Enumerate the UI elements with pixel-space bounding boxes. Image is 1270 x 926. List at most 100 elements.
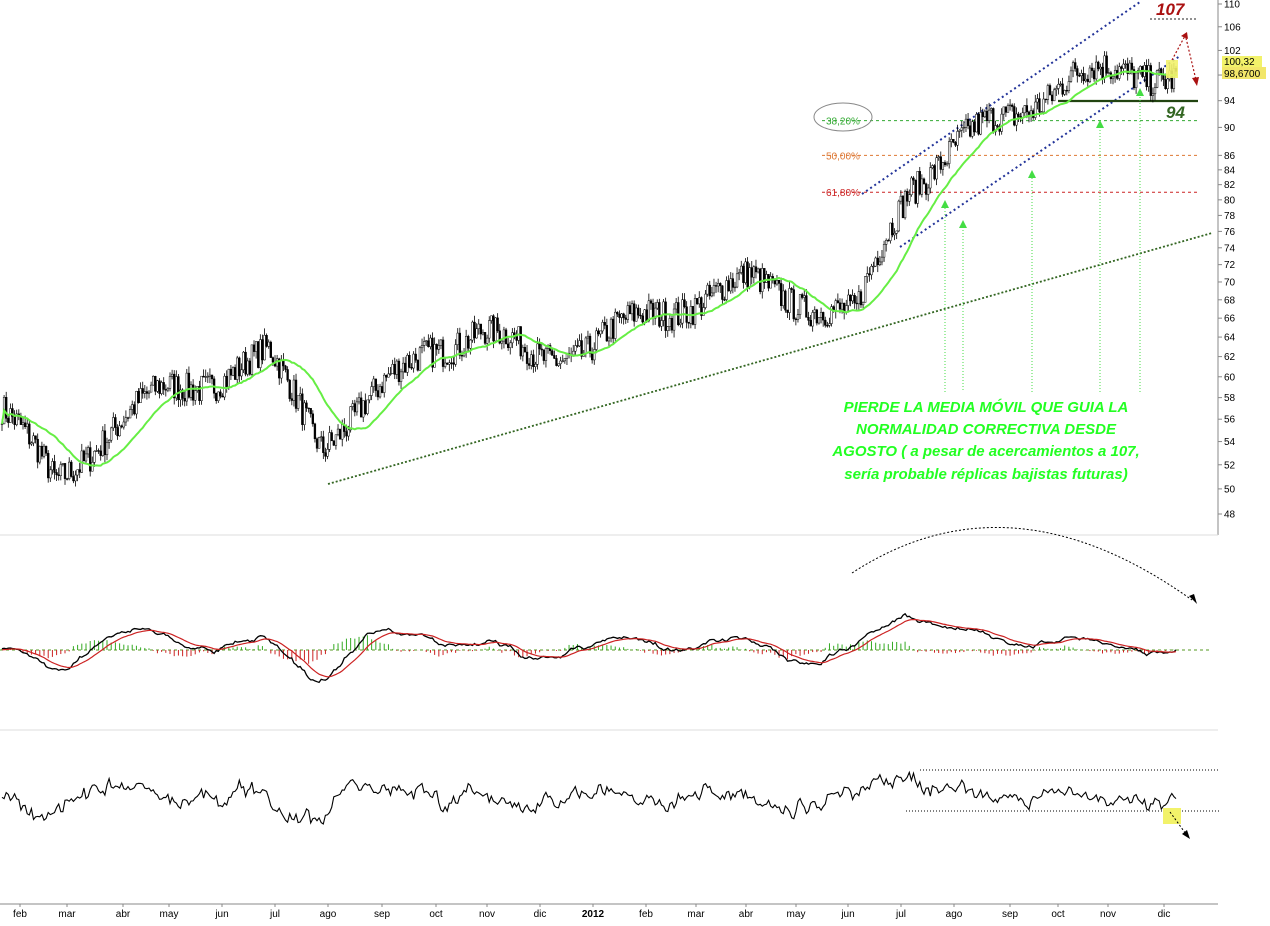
- candle-body: [1074, 62, 1077, 69]
- x-axis-label: abr: [739, 909, 754, 920]
- candle-body: [612, 318, 615, 339]
- candle-body: [748, 267, 751, 288]
- candle-body: [1158, 68, 1161, 71]
- candle-body: [475, 328, 478, 339]
- latest-bar-highlight: [1166, 60, 1178, 78]
- candle-body: [977, 113, 980, 135]
- candle-body: [418, 347, 422, 371]
- candle-body: [943, 162, 947, 166]
- candle-body: [523, 347, 527, 353]
- candle-body: [702, 307, 705, 316]
- candle-body: [853, 295, 856, 304]
- candle-body: [345, 431, 348, 437]
- candle-body: [681, 299, 684, 324]
- candle-body: [456, 332, 459, 345]
- candle-body: [651, 303, 655, 319]
- x-axis-label: dic: [1158, 909, 1171, 920]
- candle-body: [628, 305, 632, 315]
- candle-body: [979, 112, 982, 135]
- candle-body: [65, 478, 69, 480]
- candle-body: [416, 359, 419, 371]
- candle-body: [920, 178, 924, 195]
- candle-body: [179, 389, 182, 401]
- candle-body: [660, 320, 663, 327]
- candle-body: [790, 288, 793, 290]
- candle-body: [861, 302, 865, 306]
- candle-body: [1044, 98, 1047, 101]
- candle-body: [156, 380, 159, 392]
- candle-body: [97, 450, 100, 452]
- candle-body: [1042, 98, 1045, 113]
- candle-body: [160, 382, 163, 394]
- candle-body: [330, 432, 333, 442]
- candle-body: [622, 313, 625, 319]
- candle-body: [334, 434, 338, 446]
- candle-body: [966, 118, 970, 126]
- candle-body: [931, 165, 934, 168]
- candle-body: [107, 439, 111, 443]
- x-axis-label: dic: [534, 909, 547, 920]
- candle-body: [788, 288, 791, 313]
- candle-body: [488, 320, 491, 339]
- candle-body: [1122, 63, 1125, 69]
- candle-body: [698, 297, 701, 305]
- candle-body: [914, 179, 917, 204]
- candle-body: [948, 141, 951, 164]
- candle-body: [128, 409, 132, 419]
- candle-body: [326, 449, 329, 457]
- candle-body: [78, 469, 81, 473]
- candle-body: [1023, 105, 1026, 114]
- candle-body: [924, 183, 928, 195]
- candle-body: [700, 297, 703, 316]
- candle-body: [139, 388, 142, 403]
- candle-body: [42, 445, 46, 457]
- candle-body: [723, 299, 726, 301]
- candle-body: [1011, 104, 1014, 107]
- candle-body: [607, 337, 611, 342]
- candle-body: [99, 450, 102, 456]
- candle-body: [1013, 106, 1016, 126]
- support-arrowhead: [1136, 88, 1144, 96]
- candle-body: [242, 351, 245, 371]
- candle-body: [435, 344, 438, 350]
- projection-down-arrow: [1185, 37, 1197, 81]
- candle-body: [618, 313, 621, 318]
- candle-body: [1067, 81, 1071, 91]
- candle-body: [313, 423, 317, 440]
- candle-body: [1149, 65, 1152, 96]
- candle-body: [796, 314, 800, 320]
- candle-body: [586, 335, 590, 339]
- candle-body: [183, 398, 186, 402]
- x-axis-label: oct: [1051, 909, 1065, 920]
- candle-body: [389, 373, 392, 375]
- candle-body: [908, 194, 911, 202]
- divergence-arc: [851, 526, 1193, 601]
- candle-body: [964, 118, 968, 128]
- candle-body: [137, 391, 140, 403]
- candle-body: [561, 360, 564, 362]
- candle-body: [639, 314, 642, 317]
- candle-body: [7, 418, 10, 423]
- x-axis-label: ago: [946, 909, 963, 920]
- fib-level-label: 50,00%: [826, 151, 860, 162]
- candle-body: [309, 408, 312, 415]
- candle-body: [5, 397, 8, 419]
- candle-body: [830, 306, 833, 324]
- price-tag-2-box: [1222, 67, 1266, 79]
- candle-body: [143, 391, 146, 394]
- candle-body: [519, 326, 522, 357]
- candle-body: [23, 422, 27, 427]
- candle-body: [427, 340, 430, 347]
- candle-body: [954, 142, 957, 146]
- candle-body: [147, 391, 151, 394]
- candle-body: [738, 272, 741, 275]
- candle-body: [263, 335, 266, 361]
- candle-body: [782, 290, 785, 306]
- candle-body: [494, 317, 497, 342]
- candle-body: [288, 379, 291, 399]
- candle-body: [868, 273, 871, 276]
- candle-body: [668, 318, 672, 327]
- candle-body: [254, 341, 258, 352]
- channel-lower-line: [899, 55, 1181, 248]
- x-axis-label: may: [787, 909, 806, 920]
